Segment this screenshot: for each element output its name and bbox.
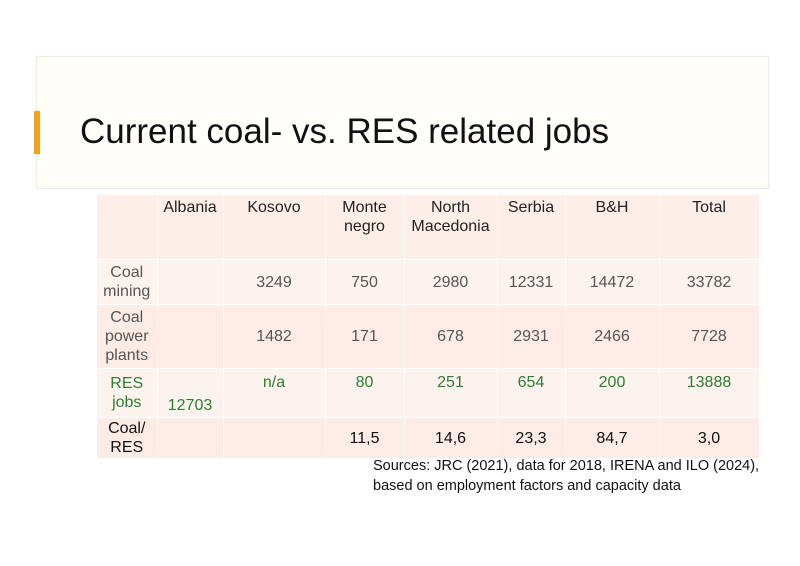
table-cell: 84,7 [565,417,660,459]
row-label: RES jobs [97,368,158,418]
header-cell: Kosovo [223,195,326,260]
accent-bar [34,111,40,154]
table-cell: 14472 [565,259,660,305]
table-cell [157,417,224,459]
header-cell: Total [659,195,760,260]
table-cell: 12331 [497,259,566,305]
table-cell: 80 [325,368,405,418]
row-label: Coal power plants [97,304,158,369]
table-cell: 2980 [404,259,498,305]
table-cell: 1482 [223,304,326,369]
row-label: Coal mining [97,259,158,305]
slide-title: Current coal- vs. RES related jobs [80,112,610,151]
table-cell: 13888 [659,368,760,418]
table-cell: 23,3 [497,417,566,459]
table-cell: 2931 [497,304,566,369]
header-cell: Albania [157,195,224,260]
table-row: RES jobs 12703 n/a 80 251 654 200 13888 [97,368,760,418]
table-row: Coal power plants 1482 171 678 2931 2466… [97,304,760,369]
header-cell: Monte negro [325,195,405,260]
table-cell: 11,5 [325,417,405,459]
table-cell: 14,6 [404,417,498,459]
table-cell: 3249 [223,259,326,305]
table-row: Coal/ RES 11,5 14,6 23,3 84,7 3,0 [97,417,760,459]
table-cell: 750 [325,259,405,305]
table-cell: 171 [325,304,405,369]
table-cell: 33782 [659,259,760,305]
sources-note: Sources: JRC (2021), data for 2018, IREN… [373,458,760,494]
jobs-table: Albania Kosovo Monte negro North Macedon… [97,195,760,459]
table-cell: 3,0 [659,417,760,459]
table-cell: 200 [565,368,660,418]
table-cell: n/a [223,368,326,418]
table-cell: 7728 [659,304,760,369]
table-cell [223,417,326,459]
header-cell [97,195,158,260]
table-cell [157,304,224,369]
table-cell: 2466 [565,304,660,369]
header-cell: North Macedonia [404,195,498,260]
table-row: Coal mining 3249 750 2980 12331 14472 33… [97,259,760,305]
table-cell: 251 [404,368,498,418]
header-cell: B&H [565,195,660,260]
title-area [36,56,769,189]
table-cell: 678 [404,304,498,369]
row-label: Coal/ RES [97,417,158,459]
header-cell: Serbia [497,195,566,260]
table-header-row: Albania Kosovo Monte negro North Macedon… [97,195,760,260]
table-cell [157,259,224,305]
table-cell: 12703 [157,368,224,418]
table-cell: 654 [497,368,566,418]
